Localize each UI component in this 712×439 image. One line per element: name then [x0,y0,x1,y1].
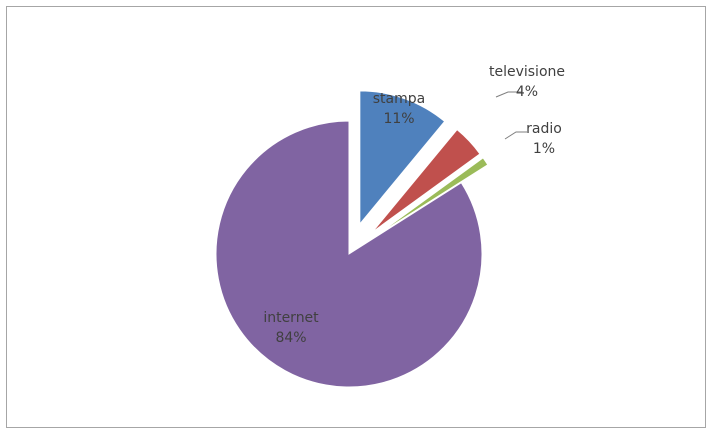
pie-slice-stampa [359,90,446,226]
slice-percent-televisione: 4% [516,84,538,100]
pie-slice-internet [215,120,483,388]
slice-percent-internet: 84% [275,330,306,346]
slice-label-televisione: televisione [489,64,565,80]
pie-slice-televisione [371,128,481,233]
slice-label-stampa: stampa [373,91,425,107]
leader-line-televisione [495,91,522,98]
slice-label-radio: radio [526,121,562,137]
pie-slice-radio [375,157,489,237]
slice-label-internet: internet [263,310,319,326]
slice-percent-radio: 1% [533,141,555,157]
slice-percent-stampa: 11% [383,111,414,127]
leader-line-radio [504,131,527,140]
